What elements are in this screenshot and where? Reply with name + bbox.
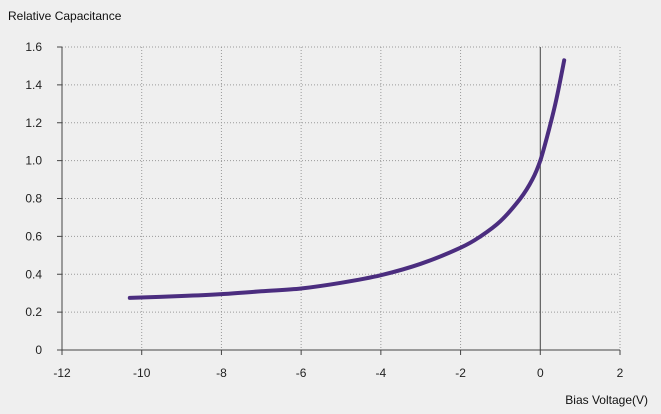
capacitance-curve	[127, 58, 567, 300]
x-tick-label: -4	[376, 366, 387, 380]
series-lines	[127, 58, 567, 300]
x-axis-title: Bias Voltage(V)	[565, 393, 648, 407]
axes	[57, 46, 621, 355]
y-tick-label: 0.2	[25, 305, 42, 319]
y-tick-label: 1.0	[25, 154, 42, 168]
y-tick-label: 0	[35, 343, 42, 357]
x-tick-label: -6	[296, 366, 307, 380]
y-tick-label: 0.4	[25, 267, 42, 281]
y-tick-label: 0.8	[25, 192, 42, 206]
y-tick-label: 1.2	[25, 116, 42, 130]
x-tick-label: -2	[455, 366, 466, 380]
x-tick-label: -8	[216, 366, 227, 380]
x-tick-label: 0	[537, 366, 544, 380]
x-tick-label: -10	[133, 366, 151, 380]
x-tick-label: -12	[53, 366, 71, 380]
y-tick-label: 1.4	[25, 78, 42, 92]
y-tick-label: 1.6	[25, 40, 42, 54]
y-tick-label: 0.6	[25, 229, 42, 243]
y-axis-title: Relative Capacitance	[8, 9, 122, 23]
grid-lines	[62, 46, 621, 350]
x-tick-label: 2	[617, 366, 624, 380]
tick-labels: -12 -10 -8 -6 -4 -2 0 2 0 0.2 0.4 0.6 0.8 1.0 1.2 1.4 1.…	[25, 40, 623, 380]
